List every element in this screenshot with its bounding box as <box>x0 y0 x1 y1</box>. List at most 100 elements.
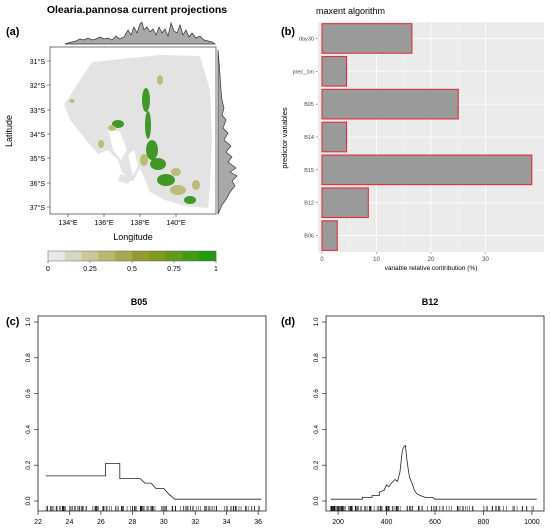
panel-a-ytick-label: 31°S <box>30 58 46 66</box>
panel-a-ytick-label: 32°S <box>30 82 46 90</box>
panel-b-category-label: B06 <box>304 234 314 240</box>
panel-a-letter: (a) <box>6 26 20 38</box>
c-plot-xtick-label: 24 <box>66 519 74 526</box>
c-plot-xtick-label: 32 <box>191 519 199 526</box>
c-plot-ytick-label: 0.8 <box>25 353 32 362</box>
colorbar-swatch <box>165 251 183 261</box>
panel-c: (c) B05 0.0 0.2 0.4 0.6 0.8 1.0 22 24 26 28 30 32 34… <box>6 297 267 526</box>
d-plot-ytick-label: 1.0 <box>313 317 320 326</box>
panel-b-bar-prec_1m <box>321 55 348 87</box>
panel-b-bar-B15 <box>321 154 533 186</box>
colorbar-swatch <box>48 251 66 261</box>
colorbar-swatch <box>199 251 217 261</box>
panel-b-bar-day30 <box>321 23 413 54</box>
panel-b-bar-B14 <box>321 121 348 153</box>
panel-a-ytick-label: 37°S <box>30 204 46 212</box>
patch <box>108 125 116 131</box>
c-plot-xtick-label: 34 <box>223 519 231 526</box>
d-plot-ytick-label: 0.8 <box>313 353 320 362</box>
panel-b-xtick-label: 30 <box>482 257 489 263</box>
panel-c-plot: 0.0 0.2 0.4 0.6 0.8 1.0 22 24 26 28 30 32 34 36 <box>25 317 262 526</box>
c-plot-response-line <box>45 462 262 500</box>
patch <box>157 174 175 186</box>
d-plot-xtick-label: 600 <box>429 519 441 526</box>
colorbar-tick-label: 0 <box>46 266 50 273</box>
patch <box>112 120 124 128</box>
panel-b-letter: (b) <box>281 26 295 38</box>
panel-a-gulf-east <box>128 150 138 176</box>
d-plot-xtick-label: 200 <box>332 519 344 526</box>
colorbar-swatch <box>98 251 116 261</box>
colorbar-swatch <box>64 251 82 261</box>
panel-a-ytick-label: 34°S <box>30 131 46 139</box>
panel-b-category-label: B14 <box>304 135 314 141</box>
c-plot-xtick-label: 36 <box>254 519 262 526</box>
colorbar-swatch <box>81 251 99 261</box>
panel-b-xtick-label: 10 <box>373 257 380 263</box>
patch <box>170 185 186 195</box>
panel-b-category-label: prec_1m <box>293 69 315 75</box>
panel-b-x-ticks: 0 10 20 30 <box>320 252 489 263</box>
panel-c-frame <box>37 315 267 512</box>
panel-b-category-label: B15 <box>304 168 314 174</box>
patch <box>142 88 150 112</box>
panel-a-colorbar: 0 0.25 0.5 0.75 1 <box>46 250 218 273</box>
panel-b-bar-B12 <box>321 187 369 219</box>
patch <box>150 158 166 170</box>
panel-a-xtick-label: 138°E <box>130 219 149 227</box>
panel-a-ytick-label: 35°S <box>30 155 46 163</box>
patch <box>157 75 163 85</box>
panel-d: (d) B12 0.0 0.2 0.4 0.6 0.8 1.0 200 400 600 800 10… <box>281 297 545 526</box>
panel-a-xtick-label: 134°E <box>58 219 77 227</box>
panel-d-title: B12 <box>422 297 439 307</box>
panel-a-xtick-label: 136°E <box>94 219 113 227</box>
panel-b-bar-B06 <box>321 220 338 251</box>
c-plot-ytick-label: 0.6 <box>25 389 32 398</box>
panel-a-ytick-label: 33°S <box>30 107 46 115</box>
d-plot-xtick-label: 1000 <box>524 519 540 526</box>
colorbar-tick-label: 1 <box>214 266 218 273</box>
panel-a-ytick-label: 36°S <box>30 180 46 188</box>
panel-a-y-ticks: 31°S 32°S 33°S 34°S 35°S 36°S 37°S <box>30 58 50 212</box>
patch <box>140 154 148 166</box>
panel-a-xtick-label: 140°E <box>166 219 185 227</box>
d-plot-ytick-label: 0.2 <box>313 460 320 469</box>
colorbar-swatch <box>132 251 150 261</box>
d-plot-rug <box>330 506 534 511</box>
patch <box>192 180 200 190</box>
c-plot-ytick-label: 0.4 <box>25 425 32 434</box>
panel-b-ylabel: predictor variables <box>280 107 289 169</box>
colorbar-tick-label: 0.25 <box>83 266 97 273</box>
patch <box>146 140 158 160</box>
panel-a-ylabel: Latitude <box>4 115 14 147</box>
patch <box>145 111 151 139</box>
panel-a-island <box>118 174 132 184</box>
c-plot-xtick-label: 26 <box>97 519 105 526</box>
d-plot-response-line <box>330 444 537 500</box>
panel-b-xlabel: variable relative contribution (%) <box>385 265 478 272</box>
c-plot-ytick-label: 0.0 <box>25 496 32 505</box>
colorbar-swatch <box>148 251 166 261</box>
c-plot-xtick-label: 22 <box>34 519 42 526</box>
panel-b-category-labels: day30 prec_1m B05 B14 B15 B12 B06 <box>293 36 318 240</box>
c-plot-ytick-label: 1.0 <box>25 317 32 326</box>
panel-a-suitability-patches <box>69 75 200 204</box>
d-plot-xtick-label: 800 <box>478 519 490 526</box>
panel-b-bars <box>321 23 533 251</box>
panel-a-xlabel: Longitude <box>113 232 153 242</box>
panel-a-title: Olearia.pannosa current projections <box>47 4 227 16</box>
panel-c-letter: (c) <box>6 316 20 328</box>
panel-a: (a) Olearia.pannosa current projections <box>4 4 238 273</box>
patch <box>69 99 75 103</box>
patch <box>184 196 196 204</box>
colorbar-tick-label: 0.5 <box>127 266 137 273</box>
panel-b-xtick-label: 0 <box>320 257 324 263</box>
patch <box>171 168 181 176</box>
panel-c-title: B05 <box>131 297 148 307</box>
c-plot-xtick-label: 30 <box>160 519 168 526</box>
patch <box>98 140 104 148</box>
panel-b: (b) maxent algorithm day30 prec_1m B05 B14 B… <box>280 6 544 272</box>
colorbar-swatch <box>115 251 133 261</box>
panel-d-plot: 0.0 0.2 0.4 0.6 0.8 1.0 200 400 600 800 1000 <box>313 317 540 526</box>
